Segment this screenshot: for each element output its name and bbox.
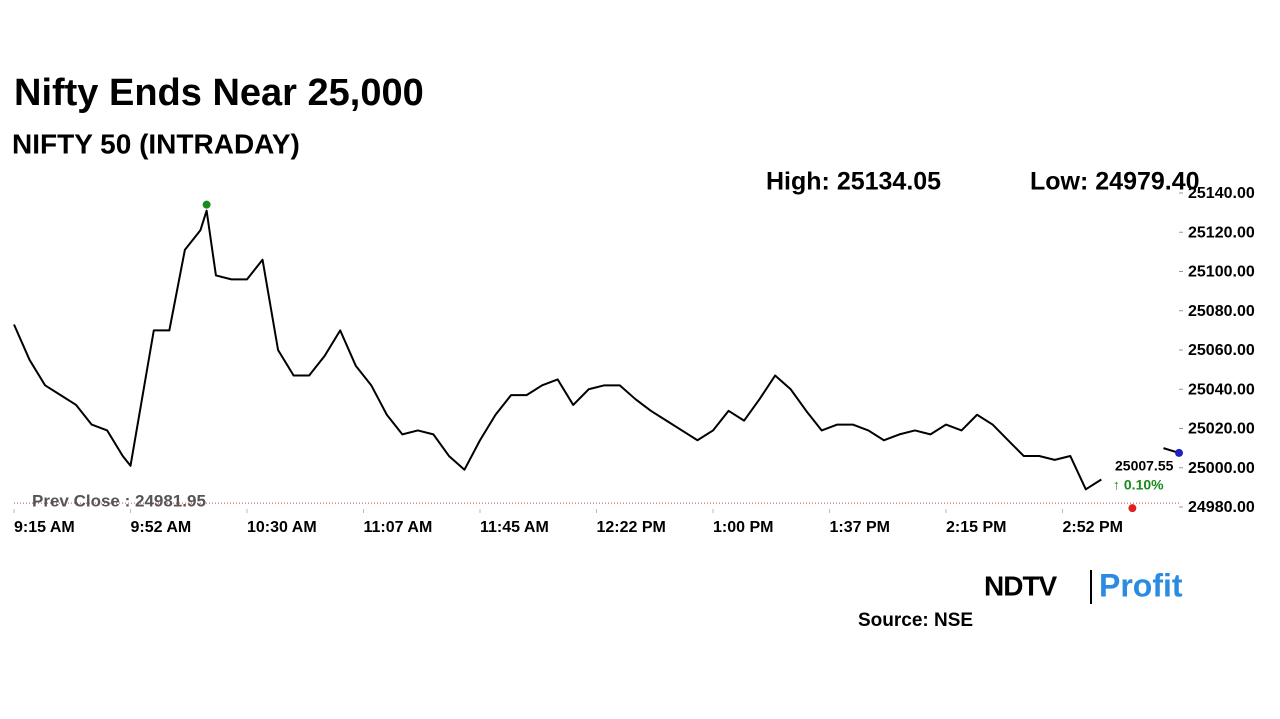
change-label: ↑ 0.10%: [1113, 477, 1164, 493]
logo-profit: Profit: [1099, 567, 1183, 603]
x-tick-label: 1:00 PM: [713, 519, 773, 536]
y-tick-label: 24980.00: [1188, 499, 1255, 516]
y-tick-label: 25060.00: [1188, 342, 1255, 359]
x-tick-label: 12:22 PM: [597, 519, 666, 536]
last-label: 25007.55: [1115, 458, 1174, 474]
y-tick-label: 25100.00: [1188, 264, 1255, 281]
low-label: Low: 24979.40: [1030, 168, 1200, 196]
chart-subtitle: NIFTY 50 (INTRADAY): [12, 128, 300, 159]
x-tick-label: 9:15 AM: [14, 519, 75, 536]
x-tick-label: 9:52 AM: [131, 519, 192, 536]
x-tick-label: 2:52 PM: [1063, 519, 1123, 536]
y-tick-label: 25000.00: [1188, 460, 1255, 477]
chart-title: Nifty Ends Near 25,000: [14, 72, 424, 114]
y-tick-label: 25020.00: [1188, 421, 1255, 438]
x-tick-label: 11:07 AM: [364, 519, 433, 536]
x-tick-label: 10:30 AM: [247, 519, 317, 536]
marker: [1128, 504, 1137, 513]
marker: [1175, 448, 1183, 457]
y-tick-label: 25120.00: [1188, 224, 1255, 241]
logo-ndtv: NDTV: [984, 570, 1058, 601]
x-tick-label: 2:15 PM: [946, 519, 1006, 536]
x-tick-label: 1:37 PM: [830, 519, 890, 536]
prev-close-label: Prev Close : 24981.95: [32, 492, 206, 511]
marker: [202, 200, 211, 209]
source: Source: NSE: [858, 610, 973, 631]
high-label: High: 25134.05: [766, 168, 941, 196]
x-tick-label: 11:45 AM: [480, 519, 549, 536]
y-tick-label: 25040.00: [1188, 381, 1255, 398]
y-tick-label: 25140.00: [1188, 185, 1255, 202]
y-tick-label: 25080.00: [1188, 303, 1255, 320]
price-line: [13, 209, 1180, 491]
